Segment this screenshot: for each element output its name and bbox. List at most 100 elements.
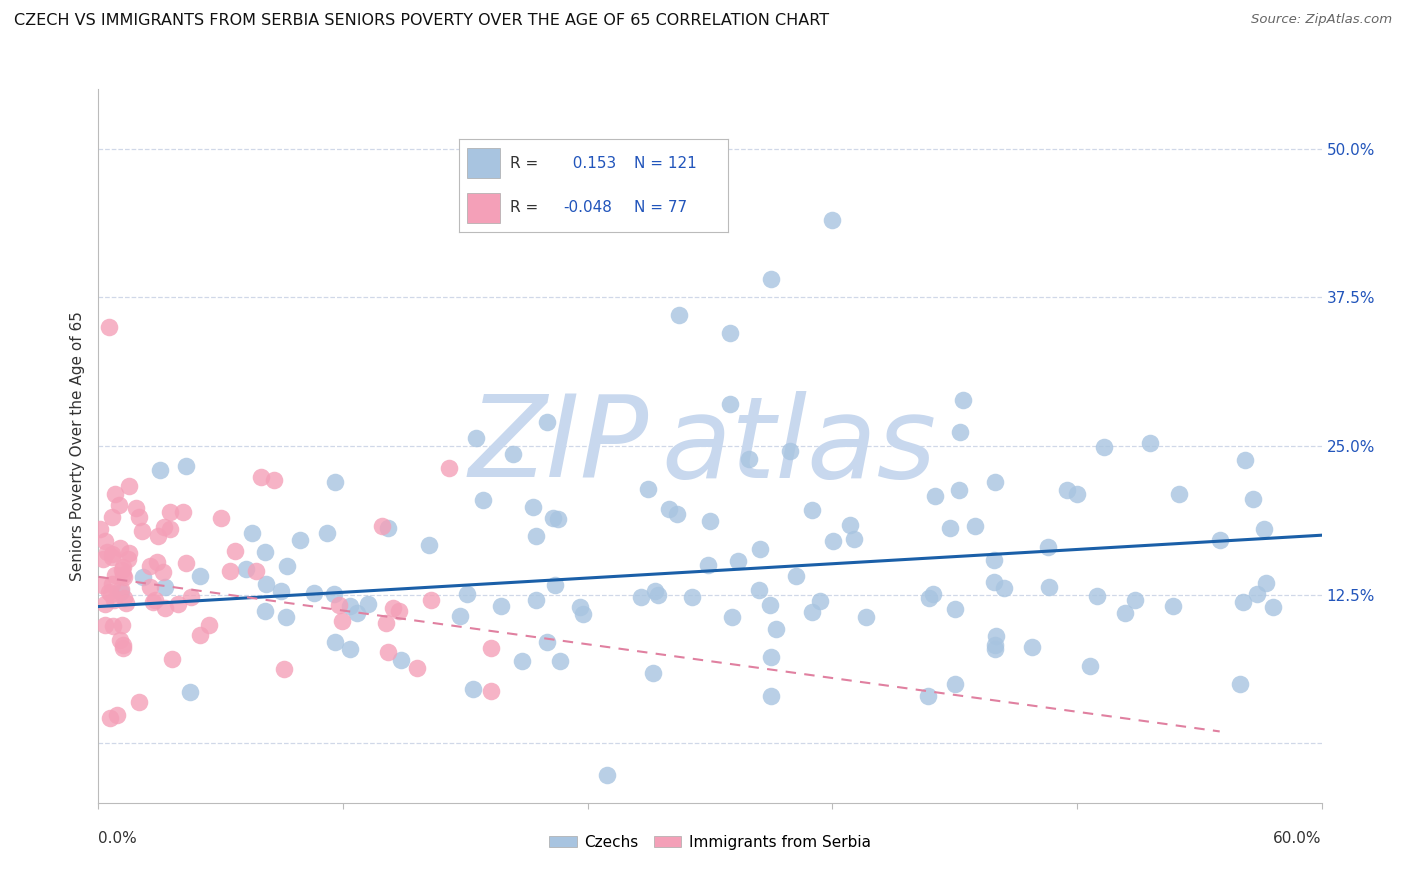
Point (377, 521, 399, 535)
Point (808, 594, 831, 608)
Point (1208, 533, 1232, 548)
Point (254, 604, 277, 618)
Point (479, 684, 502, 698)
Point (821, 534, 844, 549)
Bar (467, 148, 499, 178)
Point (153, 580, 176, 594)
Point (456, 586, 478, 600)
Point (917, 591, 939, 605)
Point (263, 473, 285, 487)
Point (240, 525, 263, 540)
Text: atlas: atlas (661, 391, 936, 501)
Text: Source: ZipAtlas.com: Source: ZipAtlas.com (1251, 13, 1392, 27)
Point (111, 618, 134, 632)
Text: 60.0%: 60.0% (1274, 831, 1322, 847)
Point (1246, 587, 1268, 601)
Point (152, 566, 174, 580)
Point (965, 518, 987, 533)
Point (479, 641, 502, 656)
Point (785, 568, 807, 582)
Point (112, 569, 135, 583)
Point (1234, 452, 1257, 467)
Point (855, 610, 877, 624)
Point (758, 598, 780, 612)
Point (94, 618, 117, 632)
Point (153, 601, 176, 615)
Point (148, 529, 170, 543)
Point (1261, 600, 1284, 615)
Point (128, 695, 150, 709)
Point (641, 666, 664, 681)
Point (174, 556, 197, 570)
Point (547, 512, 569, 526)
Point (943, 677, 966, 691)
Point (984, 638, 1007, 652)
Text: 0.153: 0.153 (562, 156, 616, 170)
Point (727, 553, 749, 567)
Point (1036, 540, 1059, 554)
Point (377, 645, 399, 659)
Point (110, 582, 132, 596)
Point (131, 524, 153, 539)
Point (697, 558, 720, 573)
Point (524, 529, 547, 543)
Point (922, 587, 945, 601)
Text: N = 121: N = 121 (634, 156, 697, 170)
Bar (467, 193, 499, 223)
Point (101, 510, 124, 524)
Point (405, 660, 427, 674)
Point (1038, 580, 1060, 594)
Point (160, 651, 183, 665)
Point (139, 558, 162, 573)
Point (149, 463, 172, 477)
Point (143, 593, 166, 607)
Point (821, 213, 844, 227)
Point (1085, 589, 1108, 603)
Point (224, 544, 246, 558)
Point (748, 582, 770, 597)
Point (1232, 594, 1254, 608)
Point (346, 606, 368, 620)
Point (489, 599, 512, 613)
Point (471, 493, 494, 508)
Point (323, 635, 346, 649)
Point (938, 521, 960, 535)
Point (800, 503, 823, 517)
Point (418, 538, 440, 552)
Point (328, 599, 350, 613)
Text: N = 77: N = 77 (634, 201, 688, 215)
Point (522, 500, 544, 514)
Point (97, 320, 120, 334)
Point (159, 522, 181, 536)
Point (100, 547, 122, 561)
Point (108, 499, 131, 513)
Point (108, 541, 131, 555)
Point (98, 711, 121, 725)
Point (357, 597, 380, 611)
Point (188, 628, 211, 642)
Point (388, 604, 411, 618)
Point (111, 641, 134, 656)
Point (681, 590, 703, 604)
Point (159, 505, 181, 519)
Point (219, 564, 242, 578)
Point (544, 578, 567, 592)
Point (983, 575, 1005, 590)
Point (101, 549, 124, 564)
Point (983, 552, 1005, 566)
Point (721, 609, 744, 624)
Point (1066, 486, 1088, 500)
Point (124, 500, 146, 515)
Point (1167, 486, 1189, 500)
Point (90, 578, 112, 592)
Point (276, 558, 298, 573)
Point (112, 591, 135, 605)
Point (1114, 606, 1136, 620)
Point (668, 308, 690, 322)
Point (198, 617, 221, 632)
Point (270, 584, 292, 599)
Point (924, 489, 946, 503)
Point (105, 708, 128, 723)
Point (1256, 575, 1278, 590)
Point (332, 615, 354, 629)
